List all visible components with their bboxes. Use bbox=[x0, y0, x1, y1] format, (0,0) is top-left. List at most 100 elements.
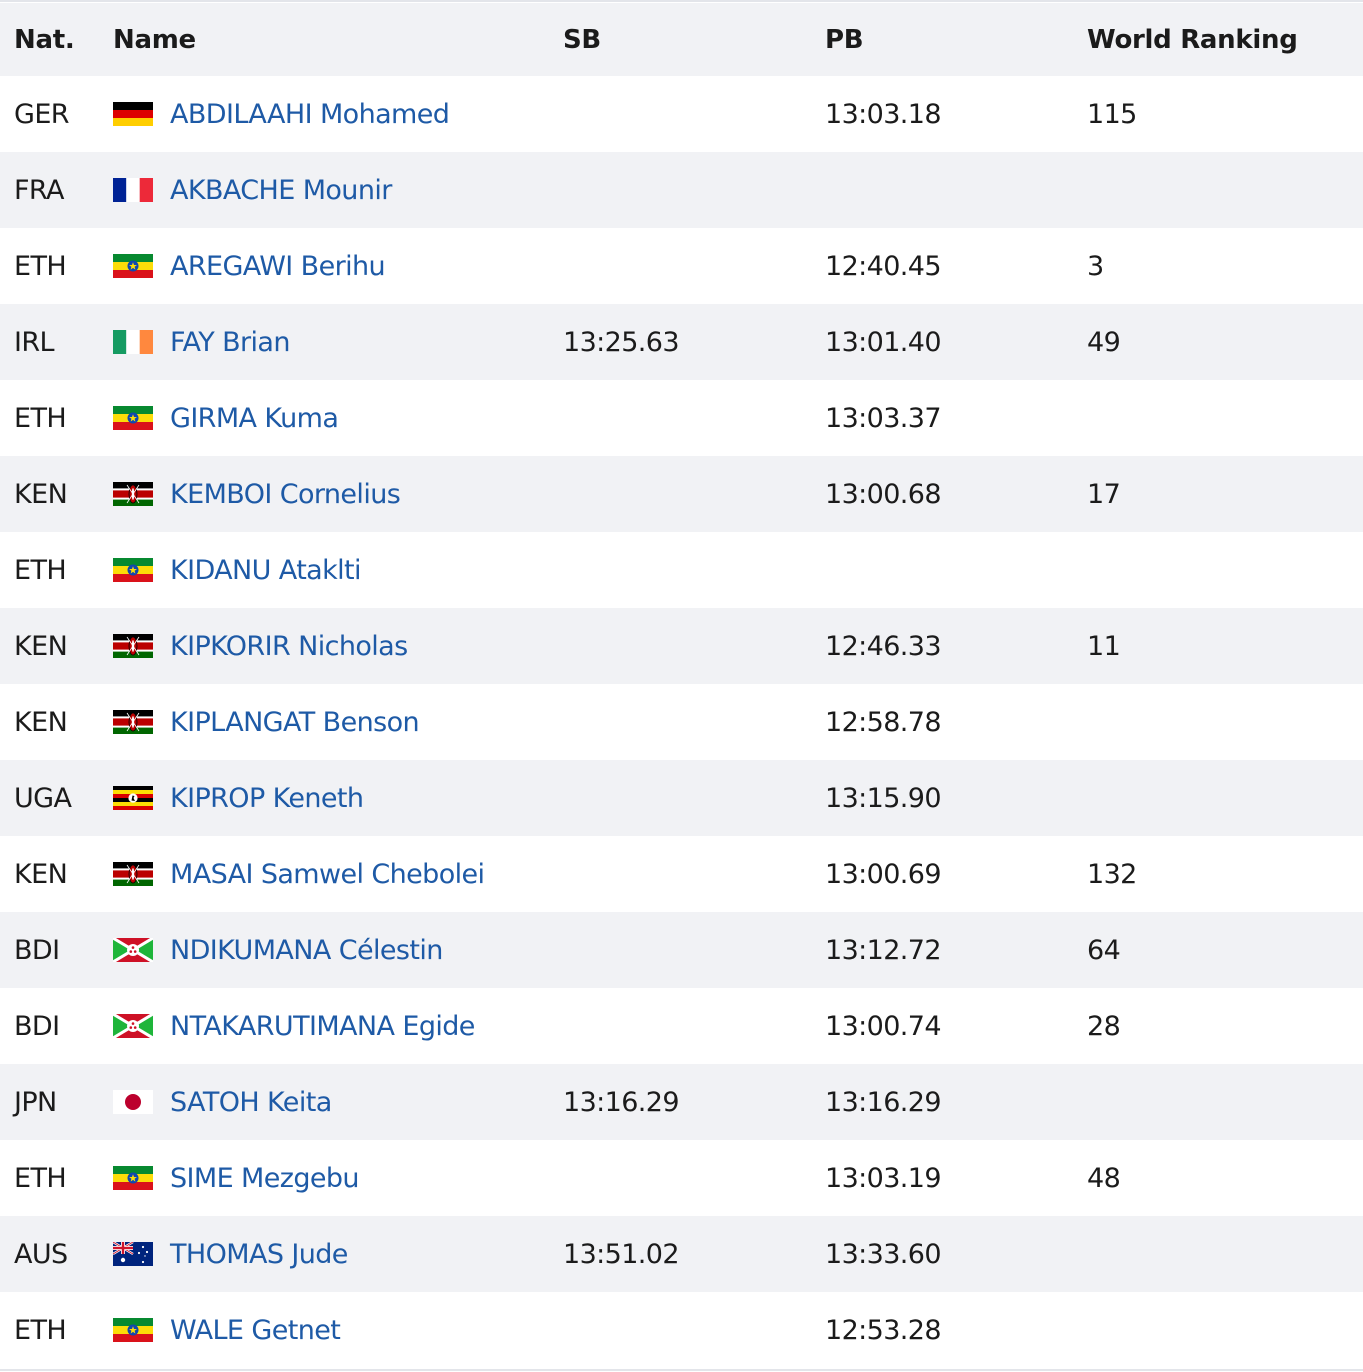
column-header-sb: SB bbox=[563, 24, 601, 55]
nat-code: ETH bbox=[14, 1314, 67, 1346]
athlete-name-link[interactable]: GIRMA Kuma bbox=[170, 402, 339, 434]
athlete-name-link[interactable]: FAY Brian bbox=[170, 326, 290, 358]
athlete-name-link[interactable]: KIPROP Keneth bbox=[170, 782, 364, 814]
nat-code: KEN bbox=[14, 478, 68, 510]
personal-best: 13:12.72 bbox=[825, 934, 942, 966]
athlete-name-link[interactable]: AKBACHE Mounir bbox=[170, 174, 392, 206]
athlete-name-link[interactable]: NTAKARUTIMANA Egide bbox=[170, 1010, 475, 1042]
athlete-name-link[interactable]: WALE Getnet bbox=[170, 1314, 341, 1346]
table-top-border bbox=[0, 0, 1363, 3]
world-ranking: 132 bbox=[1087, 858, 1137, 890]
athlete-name-link[interactable]: SATOH Keita bbox=[170, 1086, 332, 1118]
athlete-name-link[interactable]: KIPLANGAT Benson bbox=[170, 706, 420, 738]
table-row: KEN KEMBOI Cornelius 13:00.68 17 bbox=[0, 456, 1363, 532]
column-header-nat: Nat. bbox=[14, 24, 75, 55]
column-header-name: Name bbox=[113, 24, 196, 55]
table-row: KEN MASAI Samwel Chebolei 13:00.69 132 bbox=[0, 836, 1363, 912]
table-row: KEN KIPKORIR Nicholas 12:46.33 11 bbox=[0, 608, 1363, 684]
ethiopia-flag-icon bbox=[113, 228, 153, 304]
nat-code: UGA bbox=[14, 782, 72, 814]
nat-code: IRL bbox=[14, 326, 55, 358]
nat-code: ETH bbox=[14, 1162, 67, 1194]
burundi-flag-icon bbox=[113, 912, 153, 988]
nat-code: KEN bbox=[14, 630, 68, 662]
world-ranking: 11 bbox=[1087, 630, 1121, 662]
ethiopia-flag-icon bbox=[113, 532, 153, 608]
column-header-world-ranking: World Ranking bbox=[1087, 24, 1298, 55]
table-row: BDI NDIKUMANA Célestin 13:12.72 64 bbox=[0, 912, 1363, 988]
ethiopia-flag-icon bbox=[113, 1140, 153, 1216]
personal-best: 13:03.18 bbox=[825, 98, 942, 130]
personal-best: 12:53.28 bbox=[825, 1314, 942, 1346]
world-ranking: 3 bbox=[1087, 250, 1104, 282]
personal-best: 13:00.74 bbox=[825, 1010, 942, 1042]
nat-code: GER bbox=[14, 98, 70, 130]
personal-best: 12:40.45 bbox=[825, 250, 942, 282]
table-row: JPN SATOH Keita 13:16.29 13:16.29 bbox=[0, 1064, 1363, 1140]
ireland-flag-icon bbox=[113, 304, 153, 380]
personal-best: 13:00.68 bbox=[825, 478, 942, 510]
personal-best: 13:01.40 bbox=[825, 326, 942, 358]
nat-code: KEN bbox=[14, 858, 68, 890]
japan-flag-icon bbox=[113, 1064, 153, 1140]
athlete-name-link[interactable]: MASAI Samwel Chebolei bbox=[170, 858, 485, 890]
world-ranking: 48 bbox=[1087, 1162, 1121, 1194]
season-best: 13:16.29 bbox=[563, 1086, 680, 1118]
athlete-name-link[interactable]: SIME Mezgebu bbox=[170, 1162, 360, 1194]
nat-code: BDI bbox=[14, 934, 60, 966]
world-ranking: 115 bbox=[1087, 98, 1137, 130]
personal-best: 13:03.19 bbox=[825, 1162, 942, 1194]
table-row: ETH AREGAWI Berihu 12:40.45 3 bbox=[0, 228, 1363, 304]
athlete-name-link[interactable]: AREGAWI Berihu bbox=[170, 250, 386, 282]
table-row: ETH GIRMA Kuma 13:03.37 bbox=[0, 380, 1363, 456]
table-row: FRA AKBACHE Mounir bbox=[0, 152, 1363, 228]
athlete-name-link[interactable]: KEMBOI Cornelius bbox=[170, 478, 401, 510]
personal-best: 13:33.60 bbox=[825, 1238, 942, 1270]
table-row: IRL FAY Brian 13:25.63 13:01.40 49 bbox=[0, 304, 1363, 380]
personal-best: 13:15.90 bbox=[825, 782, 942, 814]
nat-code: ETH bbox=[14, 554, 67, 586]
table-row: ETH WALE Getnet 12:53.28 bbox=[0, 1292, 1363, 1368]
kenya-flag-icon bbox=[113, 684, 153, 760]
table-header-row: Nat. Name SB PB World Ranking bbox=[0, 3, 1363, 76]
athlete-name-link[interactable]: THOMAS Jude bbox=[170, 1238, 348, 1270]
table-row: BDI NTAKARUTIMANA Egide 13:00.74 28 bbox=[0, 988, 1363, 1064]
table-row: UGA KIPROP Keneth 13:15.90 bbox=[0, 760, 1363, 836]
athlete-name-link[interactable]: KIDANU Ataklti bbox=[170, 554, 362, 586]
world-ranking: 17 bbox=[1087, 478, 1121, 510]
personal-best: 12:46.33 bbox=[825, 630, 942, 662]
athlete-name-link[interactable]: KIPKORIR Nicholas bbox=[170, 630, 408, 662]
table-row: KEN KIPLANGAT Benson 12:58.78 bbox=[0, 684, 1363, 760]
nat-code: JPN bbox=[14, 1086, 57, 1118]
table-row: GER ABDILAAHI Mohamed 13:03.18 115 bbox=[0, 76, 1363, 152]
nat-code: AUS bbox=[14, 1238, 68, 1270]
kenya-flag-icon bbox=[113, 456, 153, 532]
burundi-flag-icon bbox=[113, 988, 153, 1064]
world-ranking: 64 bbox=[1087, 934, 1121, 966]
table-row: AUS THOMAS Jude 13:51.02 13:33.60 bbox=[0, 1216, 1363, 1292]
ethiopia-flag-icon bbox=[113, 380, 153, 456]
world-ranking: 49 bbox=[1087, 326, 1121, 358]
table-body: GER ABDILAAHI Mohamed 13:03.18 115 FRA AKBACH… bbox=[0, 76, 1363, 1368]
france-flag-icon bbox=[113, 152, 153, 228]
nat-code: FRA bbox=[14, 174, 64, 206]
nat-code: ETH bbox=[14, 402, 67, 434]
ethiopia-flag-icon bbox=[113, 1292, 153, 1368]
table-row: ETH SIME Mezgebu 13:03.19 48 bbox=[0, 1140, 1363, 1216]
nat-code: ETH bbox=[14, 250, 67, 282]
season-best: 13:25.63 bbox=[563, 326, 680, 358]
table-bottom-border bbox=[0, 1368, 1363, 1371]
kenya-flag-icon bbox=[113, 836, 153, 912]
nat-code: KEN bbox=[14, 706, 68, 738]
athlete-name-link[interactable]: NDIKUMANA Célestin bbox=[170, 934, 443, 966]
world-ranking: 28 bbox=[1087, 1010, 1121, 1042]
germany-flag-icon bbox=[113, 76, 153, 152]
season-best: 13:51.02 bbox=[563, 1238, 680, 1270]
column-header-pb: PB bbox=[825, 24, 864, 55]
table-row: ETH KIDANU Ataklti bbox=[0, 532, 1363, 608]
kenya-flag-icon bbox=[113, 608, 153, 684]
personal-best: 13:16.29 bbox=[825, 1086, 942, 1118]
athlete-name-link[interactable]: ABDILAAHI Mohamed bbox=[170, 98, 450, 130]
personal-best: 12:58.78 bbox=[825, 706, 942, 738]
